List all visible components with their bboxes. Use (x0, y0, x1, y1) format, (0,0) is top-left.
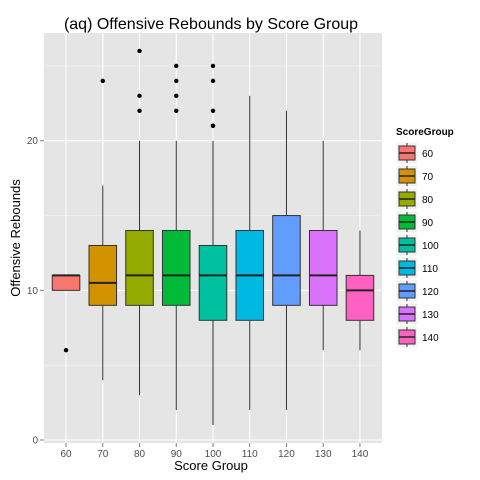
box (125, 230, 154, 306)
outlier-point (137, 93, 142, 99)
x-tick-label: 140 (352, 449, 369, 460)
legend-label: 90 (422, 218, 434, 229)
y-tick-label: 10 (27, 286, 39, 297)
boxes (51, 48, 375, 426)
y-axis-title: Offensive Rebounds (8, 179, 23, 297)
box (161, 230, 191, 306)
box (198, 244, 228, 321)
legend-label: 120 (422, 287, 439, 298)
x-tick-label: 130 (315, 449, 332, 460)
outlier-point (210, 123, 216, 128)
legend-label: 60 (422, 149, 434, 160)
legend-item-110: 110 (395, 256, 438, 280)
box (345, 274, 375, 321)
legend-label: 110 (422, 264, 438, 275)
legend-label: 100 (422, 241, 439, 252)
box-group-110 (235, 95, 265, 411)
legend-title: ScoreGroup (396, 127, 454, 138)
box-group-140 (345, 230, 375, 351)
chart-title: (aq) Offensive Rebounds by Score Group (64, 16, 358, 33)
box (272, 215, 301, 306)
y-axis: 0 10 20 (27, 136, 44, 447)
legend-label: 130 (422, 310, 439, 321)
legend-item-90: 90 (395, 210, 434, 234)
legend-label: 70 (422, 172, 434, 183)
x-tick-label: 120 (278, 449, 295, 460)
legend-item-80: 80 (395, 187, 434, 211)
outlier-point (174, 93, 179, 99)
legend-item-100: 100 (395, 233, 439, 257)
outlier-point (174, 63, 179, 69)
y-tick-label: 20 (27, 136, 39, 147)
y-tick-label: 0 (32, 436, 38, 447)
x-axis-title: Score Group (174, 458, 248, 473)
box-group-80 (125, 48, 154, 396)
legend: ScoreGroup 60 70 80 90 100 110 120 130 140 (395, 127, 454, 349)
x-tick-label: 60 (60, 449, 72, 460)
box (88, 244, 118, 306)
box-group-130 (308, 140, 338, 351)
outlier-point (210, 63, 216, 69)
outlier-point (210, 108, 216, 114)
box-group-90 (161, 63, 191, 411)
box-group-120 (272, 110, 301, 411)
x-axis: 60 70 80 90 100 110 120 130 140 (60, 443, 369, 460)
legend-item-60: 60 (395, 141, 434, 165)
box (308, 230, 338, 306)
x-tick-label: 80 (134, 449, 146, 460)
outlier-point (137, 108, 142, 114)
legend-item-120: 120 (395, 279, 439, 303)
outlier-point (174, 78, 179, 84)
outlier-point (100, 78, 105, 84)
legend-item-70: 70 (395, 164, 434, 188)
outlier-point (63, 348, 69, 353)
legend-label: 140 (422, 333, 439, 344)
x-tick-label: 90 (171, 449, 183, 460)
box-group-70 (88, 78, 118, 381)
x-tick-label: 70 (97, 449, 109, 460)
box (51, 274, 81, 291)
legend-item-130: 130 (395, 302, 439, 326)
box-group-60 (51, 274, 81, 353)
outlier-point (137, 48, 142, 54)
x-tick-label: 100 (205, 449, 222, 460)
legend-label: 80 (422, 195, 434, 206)
box-group-100 (198, 63, 228, 426)
outlier-point (174, 108, 179, 114)
outlier-point (210, 78, 216, 84)
legend-item-140: 140 (395, 325, 439, 349)
x-tick-label: 110 (242, 449, 258, 460)
